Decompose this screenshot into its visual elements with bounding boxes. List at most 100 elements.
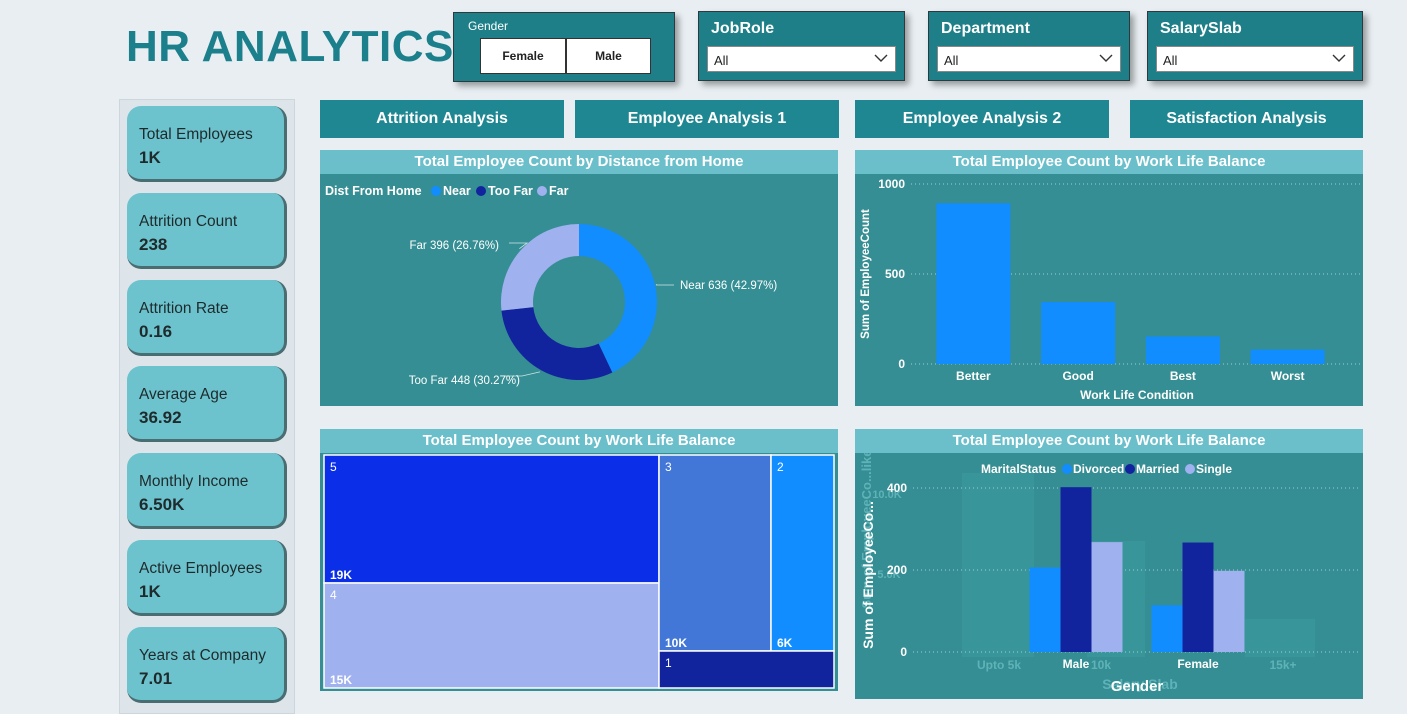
legend-marker — [1125, 464, 1135, 474]
jobrole-label: JobRole — [711, 20, 775, 37]
x-axis-title: Work Life Condition — [1080, 388, 1194, 402]
bar — [1213, 570, 1245, 652]
worklife-treemap-chart: 5 19K 4 15K 3 10K 2 6K 1 — [323, 454, 835, 689]
y-tick-label: 1000 — [878, 177, 905, 191]
x-tick-label: Worst — [1271, 369, 1305, 383]
leader-line — [504, 371, 541, 377]
kpi-value: 6.50K — [139, 495, 185, 514]
kpi-card-years-at-company: Years at Company 7.01 — [127, 627, 287, 703]
kpi-card-average-age: Average Age 36.92 — [127, 366, 287, 442]
leader-line — [655, 284, 674, 286]
gender-slicer: Gender Female Male — [453, 12, 675, 82]
ghost-bar — [962, 473, 1034, 657]
gender-marital-bar-panel: 10.0K 5.0K Upto 5k 10k 15k+ Salary Slab Sum of… — [855, 429, 1363, 699]
leader-line — [509, 242, 529, 249]
bar — [1060, 487, 1092, 652]
kpi-card-total-employees: Total Employees 1K — [127, 106, 287, 182]
kpi-card-active-employees: Active Employees 1K — [127, 540, 287, 616]
x-axis-title: Gender — [1111, 678, 1164, 695]
kpi-label: Total Employees — [139, 126, 253, 143]
bar — [1250, 349, 1325, 364]
kpi-value: 1K — [139, 582, 161, 601]
gender-marital-bar-chart: 10.0K 5.0K Upto 5k 10k 15k+ Salary Slab Sum of… — [859, 450, 1360, 695]
chevron-down-icon — [1099, 54, 1113, 62]
kpi-card-attrition-rate: Attrition Rate 0.16 — [127, 280, 287, 356]
x-tick-label: Female — [1177, 657, 1219, 671]
kpi-value: 0.16 — [139, 322, 173, 341]
kpi-label: Attrition Count — [139, 213, 238, 230]
legend-item: Married — [1136, 462, 1179, 476]
y-axis-title: Sum of EmployeeCo... — [860, 501, 876, 649]
chart-title: Total Employee Count by Work Life Balanc… — [320, 429, 838, 453]
legend-marker — [476, 186, 486, 196]
tile-value: 6K — [777, 636, 793, 650]
kpi-label: Monthly Income — [139, 473, 249, 490]
nav-employee-analysis-2-button[interactable]: Employee Analysis 2 — [855, 100, 1109, 138]
kpi-card-attrition-count: Attrition Count 238 — [127, 193, 287, 269]
legend-title: Dist From Home — [325, 184, 422, 198]
worklife-treemap-panel: 5 19K 4 15K 3 10K 2 6K 1 Total Employee Count by… — [320, 429, 838, 691]
legend-title: MaritalStatus — [981, 462, 1057, 476]
treemap-tile — [770, 454, 835, 652]
y-tick-label: 0 — [898, 357, 905, 371]
gender-female-button[interactable]: Female — [480, 38, 566, 74]
ghost-bar — [1245, 619, 1315, 657]
bar — [1182, 542, 1214, 652]
jobrole-value: All — [714, 53, 729, 68]
department-slicer: Department All — [928, 11, 1130, 81]
salaryslab-slicer: SalarySlab All — [1147, 11, 1363, 81]
bar — [1145, 336, 1220, 364]
worklife-bar-panel: 0 500 1000 Better Good Best Worst Work Life Con… — [855, 150, 1363, 406]
ghost-label: 15k+ — [1269, 658, 1296, 672]
gender-male-button[interactable]: Male — [566, 38, 651, 74]
y-tick-label: 200 — [887, 563, 907, 577]
kpi-label: Average Age — [139, 386, 228, 403]
legend-item: Divorced — [1073, 462, 1124, 476]
data-label: Far 396 (26.76%) — [410, 240, 500, 252]
tile-label: 5 — [330, 460, 337, 474]
nav-satisfaction-analysis-button[interactable]: Satisfaction Analysis — [1130, 100, 1363, 138]
y-tick-label: 400 — [887, 481, 907, 495]
donut-slice — [501, 224, 579, 311]
legend-marker — [1062, 464, 1072, 474]
donut-slice — [501, 307, 613, 380]
chart-title: Total Employee Count by Work Life Balanc… — [855, 150, 1363, 174]
x-tick-label: Male — [1063, 657, 1090, 671]
ghost-label: Upto 5k — [977, 658, 1021, 672]
tile-value: 10K — [665, 636, 687, 650]
y-axis-title: Sum of EmployeeCount — [860, 209, 872, 339]
tile-label: 1 — [665, 656, 672, 670]
legend-item: Near — [443, 184, 471, 198]
bar — [1091, 542, 1123, 652]
legend-marker — [1185, 464, 1195, 474]
department-dropdown[interactable]: All — [937, 46, 1121, 72]
treemap-tile — [323, 582, 660, 689]
jobrole-dropdown[interactable]: All — [707, 46, 896, 72]
bar — [1151, 605, 1183, 652]
tile-label: 3 — [665, 460, 672, 474]
kpi-panel: Total Employees 1K Attrition Count 238 A… — [119, 99, 295, 714]
treemap-tile — [658, 454, 772, 652]
y-tick-label: 500 — [885, 267, 905, 281]
legend-marker — [431, 186, 441, 196]
legend-item: Far — [549, 184, 569, 198]
ghost-label: 10k — [1091, 658, 1111, 672]
kpi-label: Years at Company — [139, 647, 266, 664]
kpi-label: Active Employees — [139, 560, 263, 577]
page-title: HR ANALYTICS — [126, 22, 454, 71]
tile-value: 19K — [330, 568, 352, 582]
treemap-tile — [323, 454, 660, 584]
nav-employee-analysis-1-button[interactable]: Employee Analysis 1 — [575, 100, 839, 138]
kpi-card-monthly-income: Monthly Income 6.50K — [127, 453, 287, 529]
chart-title: Total Employee Count by Work Life Balanc… — [855, 429, 1363, 453]
data-label: Too Far 448 (30.27%) — [409, 375, 520, 387]
distance-donut-chart: Dist From Home Near Too Far Far Near 636 (42… — [325, 184, 777, 387]
bar — [1041, 302, 1116, 364]
donut-slice — [579, 224, 658, 373]
salaryslab-dropdown[interactable]: All — [1156, 46, 1354, 72]
tile-label: 2 — [777, 460, 784, 474]
gender-slicer-label: Gender — [468, 19, 509, 33]
ghost-label: Sum of EmployeeCo...like — [859, 450, 874, 609]
distance-donut-panel: Dist From Home Near Too Far Far Near 636 (42… — [320, 150, 838, 406]
nav-attrition-analysis-button[interactable]: Attrition Analysis — [320, 100, 564, 138]
